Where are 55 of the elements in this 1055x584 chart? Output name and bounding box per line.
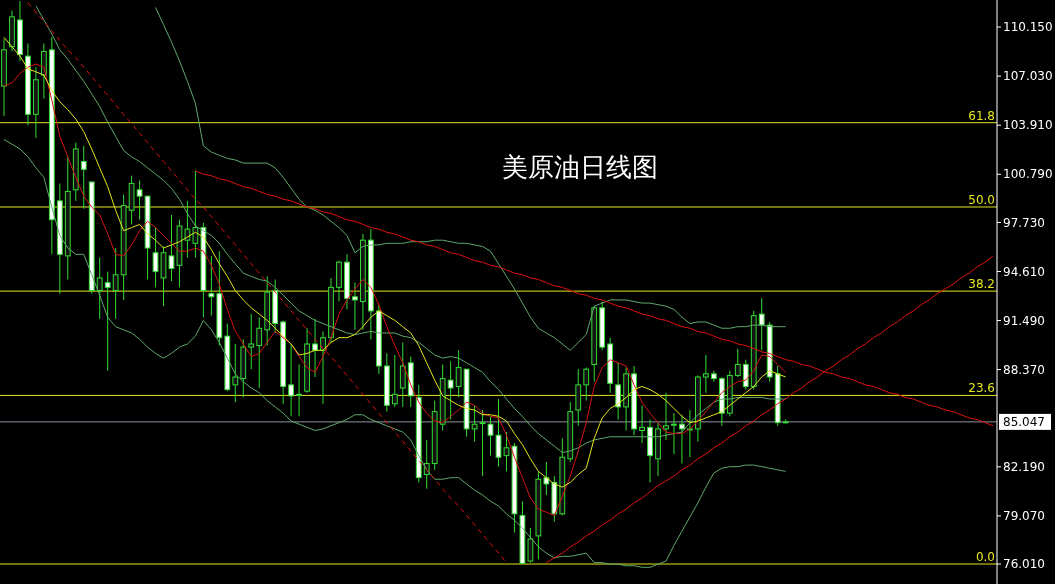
candlestick <box>136 179 143 221</box>
ref-line-label: 85.047 <box>1003 415 1045 430</box>
y-tick-label: 103.910 <box>1003 118 1053 133</box>
text: 美原油日线图 <box>502 152 658 182</box>
candlestick <box>455 349 462 398</box>
candlestick <box>447 360 454 420</box>
candlestick <box>288 343 295 417</box>
candlestick <box>232 343 239 403</box>
candlestick <box>663 392 669 441</box>
y-tick-label: 88.370 <box>1003 362 1045 377</box>
y-tick-label: 82.190 <box>1003 460 1045 475</box>
candlestick <box>702 354 709 394</box>
candlestick <box>583 367 590 402</box>
candlestick <box>671 412 677 455</box>
candlestick <box>742 359 749 391</box>
candlestick <box>710 370 717 383</box>
annotation: 50.0 <box>968 192 995 207</box>
y-tick-label: 94.610 <box>1003 264 1045 279</box>
candlestick <box>312 318 318 378</box>
candlestick <box>104 271 111 372</box>
candlestick <box>639 404 645 444</box>
line-series <box>155 6 787 351</box>
candlestick <box>687 409 693 458</box>
candlestick <box>527 527 534 564</box>
line-series <box>35 5 787 454</box>
candlestick <box>679 414 685 465</box>
line-series <box>3 139 787 568</box>
annotation: 38.2 <box>968 277 995 292</box>
y-tick-label: 107.030 <box>1003 69 1053 84</box>
y-tick-label: 110.150 <box>1003 20 1053 35</box>
candlestick <box>96 256 103 320</box>
candlestick <box>296 363 302 417</box>
annotation: 0.0 <box>975 550 995 565</box>
candlestick <box>615 362 622 420</box>
y-tick-label: 100.790 <box>1003 167 1053 182</box>
candlestick <box>479 409 486 477</box>
candlestick <box>471 404 478 442</box>
candlestick <box>112 247 119 320</box>
candlestick <box>734 348 741 378</box>
y-tick-label: 76.010 <box>1003 557 1045 572</box>
candlestick <box>391 354 398 408</box>
candlestick <box>208 255 215 317</box>
y-tick-label: 79.070 <box>1003 509 1045 524</box>
candlestick <box>256 316 263 389</box>
candlestick <box>399 341 406 408</box>
candlestick <box>543 461 550 496</box>
y-tick-label: 97.730 <box>1003 215 1045 230</box>
candlestick <box>248 313 255 370</box>
candlestick <box>192 170 199 258</box>
annotation: 23.6 <box>968 381 995 396</box>
annotation: 61.8 <box>968 108 995 123</box>
candlestick <box>80 145 87 210</box>
candlestick <box>758 297 765 351</box>
y-tick-label: 91.490 <box>1003 313 1045 328</box>
candlestick <box>352 282 358 331</box>
